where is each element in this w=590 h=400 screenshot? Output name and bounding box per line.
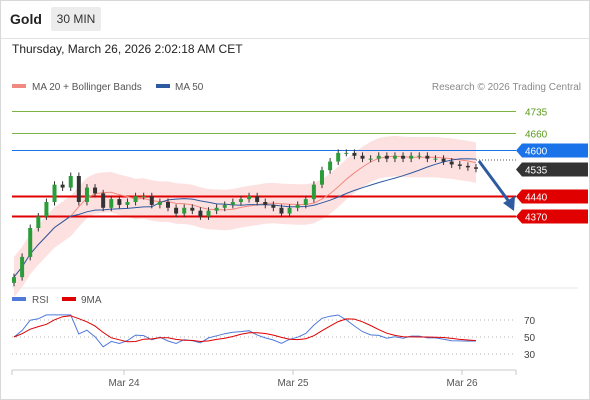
x-label-mar25: Mar 25 [277, 378, 309, 389]
rsi-line [13, 314, 477, 348]
ma50-line [13, 158, 477, 278]
candle [84, 184, 89, 206]
price-label-4660: 4660 [525, 130, 548, 141]
price-label-text: 4370 [525, 213, 548, 224]
candle [255, 192, 260, 206]
candle [133, 192, 138, 206]
price-label-4535: 4535 [516, 162, 588, 177]
candle [101, 189, 106, 212]
candle [376, 152, 381, 163]
candle [109, 195, 114, 212]
candle [20, 253, 25, 281]
candle [141, 192, 146, 200]
candle [417, 152, 422, 160]
candle [149, 192, 154, 209]
candle [352, 149, 357, 160]
candle [401, 152, 406, 163]
candle [344, 149, 349, 157]
candle [60, 181, 65, 192]
timeframe-button[interactable]: 30 MIN [51, 7, 101, 31]
candle [295, 201, 300, 212]
price-label-text: 4735 [525, 108, 548, 119]
rsi-ma-line [13, 315, 477, 343]
candle [384, 152, 389, 163]
candle [320, 166, 324, 189]
candle [52, 181, 57, 206]
rsi-ma-legend-swatch [62, 297, 76, 301]
candle [182, 204, 187, 218]
candle [409, 152, 414, 163]
candle [465, 162, 470, 171]
price-label-text: 4535 [525, 166, 548, 177]
candle [279, 204, 284, 218]
candle [271, 201, 276, 212]
x-label-mar24: Mar 24 [108, 378, 140, 389]
price-label-text: 4440 [525, 193, 548, 204]
candle [449, 158, 454, 168]
price-label-4735: 4735 [525, 108, 548, 119]
ma20-legend-swatch [12, 84, 26, 88]
candle [198, 207, 203, 220]
rsi-tick-70: 70 [524, 316, 536, 327]
candle [44, 198, 49, 220]
ma50-legend-swatch [156, 84, 170, 88]
candle [157, 198, 162, 209]
candle [287, 204, 292, 218]
candle [93, 184, 98, 197]
instrument-name: Gold [10, 11, 42, 27]
candles [12, 149, 478, 287]
price-label-4440: 4440 [516, 189, 588, 204]
candle [360, 152, 365, 163]
candle [12, 273, 16, 287]
candle [190, 204, 195, 215]
chart-datetime: Thursday, March 26, 2026 2:02:18 AM CET [12, 42, 243, 56]
rsi-legend-swatch [12, 297, 26, 301]
candle [222, 201, 227, 212]
x-label-mar26: Mar 26 [446, 378, 478, 389]
candle [433, 155, 438, 163]
chart-header: Gold 30 MIN [0, 0, 590, 39]
candle [238, 195, 243, 206]
price-labels: 4735 4660 4600 4535 4440 4370 [516, 108, 588, 224]
candle [368, 155, 373, 163]
candle [117, 195, 122, 209]
candle [336, 149, 341, 166]
candle [166, 198, 170, 212]
price-label-4600: 4600 [516, 143, 588, 158]
candle [311, 181, 316, 203]
ma50-legend-label: MA 50 [175, 82, 204, 93]
candle [36, 212, 41, 232]
candle [174, 204, 179, 218]
credit-text: Research © 2026 Trading Central [432, 82, 581, 93]
candle [68, 172, 73, 192]
rsi-legend-label: RSI [32, 295, 49, 306]
ma20-legend-label: MA 20 + Bollinger Bands [32, 82, 142, 93]
candle [457, 160, 462, 170]
price-label-4370: 4370 [516, 209, 588, 224]
candle [247, 192, 252, 203]
candle [474, 163, 478, 173]
rsi-tick-50: 50 [524, 333, 536, 344]
candle [214, 204, 219, 215]
candle [441, 155, 446, 166]
candle [76, 172, 81, 206]
candle [263, 198, 268, 209]
candle [425, 152, 430, 163]
rsi-tick-30: 30 [524, 350, 536, 361]
candle [28, 224, 33, 261]
level-lines [12, 111, 516, 218]
rsi-ma-legend-label: 9MA [81, 295, 102, 306]
candle [206, 207, 211, 220]
forecast-arrow [477, 160, 515, 211]
candle [125, 198, 130, 209]
candle [328, 158, 333, 174]
candle [230, 198, 235, 209]
price-label-text: 4660 [525, 130, 548, 141]
candle [392, 152, 397, 163]
ma20-line [13, 155, 477, 278]
price-label-text: 4600 [525, 147, 548, 158]
candle [303, 195, 308, 209]
